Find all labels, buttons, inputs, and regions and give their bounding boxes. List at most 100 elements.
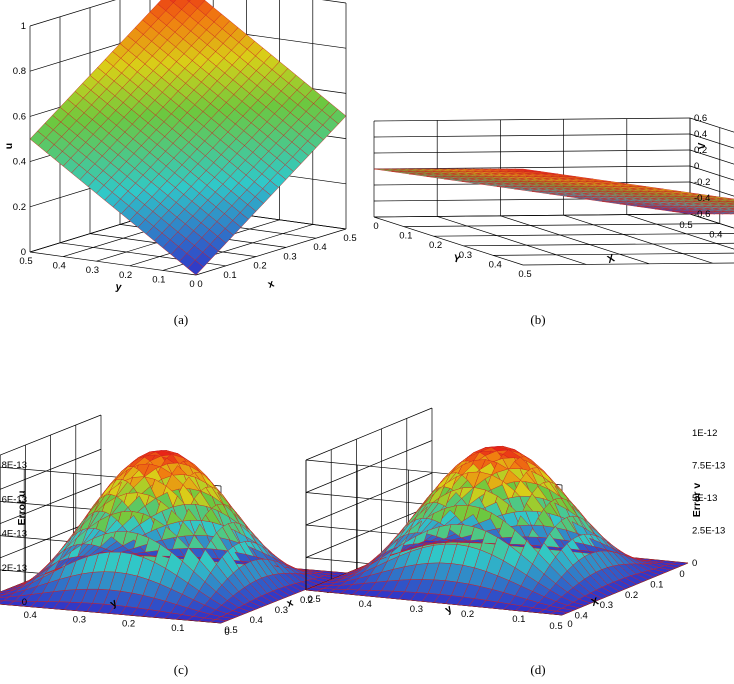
y-tick-label: 0.5 (307, 594, 320, 605)
z-tick-label: 0.4 (694, 129, 707, 140)
z-tick-label: -0.4 (694, 193, 710, 204)
x-tick-label: 0 (679, 569, 684, 580)
y-tick-label: 0.5 (19, 256, 32, 267)
z-axis-title: Error v (691, 483, 703, 518)
z-tick-label: 0 (692, 558, 697, 569)
y-tick-label: 0 (373, 221, 378, 232)
x-tick-label: 0 (197, 279, 202, 290)
surface-cell (0, 588, 15, 593)
floor-grid-line (373, 216, 524, 266)
x-tick-label: 0.4 (575, 611, 588, 622)
floor-grid-line (29, 251, 197, 276)
surface-cell (713, 211, 734, 215)
z-tick-label: 0.2 (13, 202, 26, 213)
x-tick-label: 0.3 (283, 251, 296, 262)
z-axis-title: u (3, 143, 15, 149)
z-axis-title: Error u (16, 490, 28, 525)
y-tick-label: 0.2 (119, 270, 132, 281)
surface-cell (209, 619, 227, 624)
wall-grid-line (0, 414, 102, 456)
z-tick-label: 0 (21, 247, 26, 258)
x-tick-label: 0.2 (300, 595, 313, 606)
wall-grid-line (689, 181, 734, 197)
floor-grid-line (195, 228, 347, 276)
x-tick-label: 0.4 (709, 230, 722, 241)
x-tick-label: 0.4 (313, 242, 326, 253)
x-tick-label: 0.1 (223, 270, 236, 281)
surface-cell (0, 592, 15, 598)
panel-b-surface-v: 00.10.20.30.40.500.10.20.30.40.5-0.6-0.4… (373, 113, 734, 280)
y-tick-label: 0.4 (24, 610, 37, 621)
panel-label-c: (c) (174, 662, 188, 677)
wall-grid-line (373, 149, 691, 154)
y-tick-label: 0.1 (512, 614, 525, 625)
y-axis-title: y (115, 281, 123, 294)
panel-d-surface (305, 445, 689, 616)
floor-grid-line (563, 214, 713, 264)
z-tick-label: 0 (22, 597, 27, 608)
surface-cell (187, 259, 204, 276)
floor-grid-line (437, 216, 587, 265)
y-tick-label: 0.4 (489, 259, 502, 270)
z-tick-label: 2E-13 (2, 563, 27, 574)
z-tick-label: 5E-13 (692, 493, 717, 504)
z-tick-label: 0.8 (13, 66, 26, 77)
y-axis-title: y (443, 603, 454, 616)
surface-cell (0, 594, 4, 597)
panel-d-error-v: 0 0.1 0.2 0.3 0.4 0.5 0 0.1 0.2 0.3 0.4 0.5 0 2.5E-13… (305, 407, 725, 632)
floor-grid-line (433, 232, 734, 237)
z-tick-label: 0.4 (13, 157, 26, 168)
wall-grid-line (689, 117, 734, 133)
y-tick-label: 0.1 (399, 231, 412, 242)
surface-cell (186, 0, 191, 2)
panel-b-labels: 00.10.20.30.40.500.10.20.30.40.5-0.6-0.4… (373, 113, 722, 280)
y-tick-label: 0.2 (429, 240, 442, 251)
y-tick-label: 0 (224, 627, 229, 638)
y-tick-label: 0.4 (53, 261, 66, 272)
surface-cell (709, 201, 734, 205)
wall-grid-line (29, 0, 116, 27)
wall-grid-line (689, 213, 734, 229)
x-axis-title: x (285, 596, 295, 609)
surface-cell (711, 206, 734, 210)
panel-label-d: (d) (530, 662, 545, 677)
z-tick-label: 1 (21, 21, 26, 32)
wall-grid-line (0, 483, 102, 524)
wall-grid-line (689, 133, 734, 149)
floor-grid-line (463, 242, 734, 247)
floor-grid-line (626, 214, 734, 250)
floor-grid-line (522, 262, 734, 266)
x-tick-label: 0.5 (343, 233, 356, 244)
wall-grid-line (689, 165, 734, 181)
surface-cell (708, 198, 734, 202)
y-tick-label: 0.2 (122, 619, 135, 630)
z-tick-label: 0.6 (694, 113, 707, 124)
y-tick-label: 0.1 (171, 623, 184, 634)
surface-cell (710, 203, 734, 207)
y-tick-label: 0.1 (152, 274, 165, 285)
z-tick-label: 6E-13 (2, 494, 27, 505)
panel-a-surface (29, 0, 347, 276)
surface-cell (730, 211, 734, 213)
y-tick-label: 0.2 (461, 609, 474, 620)
wall-grid-line (373, 165, 691, 170)
y-axis-title: Y (452, 252, 462, 265)
y-tick-label: 0.3 (73, 614, 86, 625)
surface-cell (721, 208, 734, 212)
wall-grid-line (0, 448, 102, 490)
x-tick-label: 0.5 (549, 621, 562, 632)
y-axis-title: y (108, 597, 119, 610)
z-tick-label: 7.5E-13 (692, 461, 725, 472)
x-tick-label: 0.3 (275, 605, 288, 616)
z-tick-label: 1E-12 (692, 428, 717, 439)
x-tick-label: 0.4 (250, 615, 263, 626)
wall-grid-line (373, 133, 691, 138)
x-tick-label: 0.3 (600, 600, 613, 611)
x-axis-title: x (266, 277, 276, 290)
panel-a-labels: 00.10.20.30.40.500.10.20.30.40.500.20.40… (3, 21, 357, 293)
x-tick-label: 0.2 (625, 590, 638, 601)
z-tick-label: 4E-13 (2, 529, 27, 540)
z-tick-label: -0.6 (694, 209, 710, 220)
x-tick-label: 0.2 (253, 261, 266, 272)
x-tick-label: 0.5 (224, 625, 237, 636)
